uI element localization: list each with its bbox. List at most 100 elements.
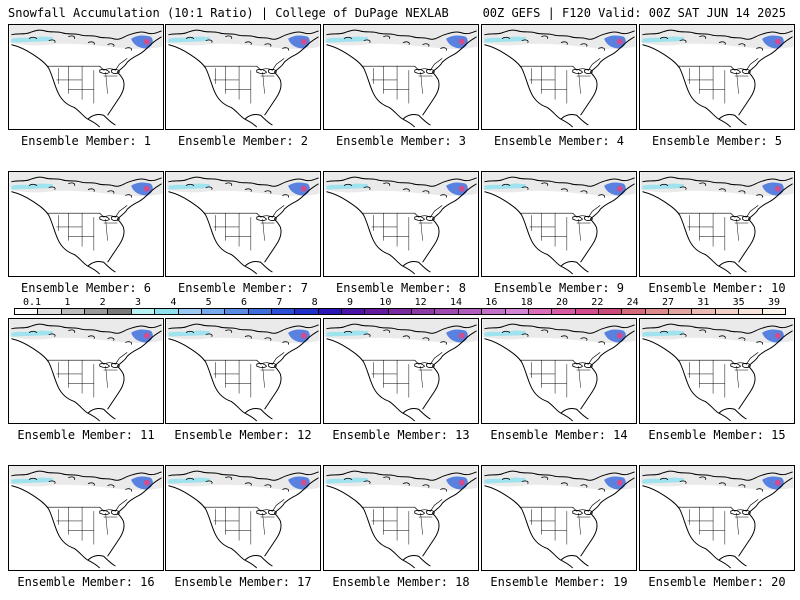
light-snow-area (11, 477, 53, 484)
colorbar-cell (552, 309, 576, 314)
ensemble-member-label: Ensemble Member: 3 (335, 134, 467, 148)
map-outline (168, 36, 319, 128)
map-outline (361, 58, 443, 71)
heavy-snow-area (458, 479, 465, 486)
map-outline (642, 330, 793, 422)
map-outline (46, 499, 128, 512)
map-outline (730, 509, 751, 515)
ensemble-member-label: Ensemble Member: 4 (493, 134, 625, 148)
map-outline (484, 176, 635, 187)
ensemble-member-label: Ensemble Member: 13 (332, 428, 470, 442)
heavy-snow-area (774, 38, 781, 45)
north-america-map (9, 25, 163, 128)
light-snow-area (642, 330, 684, 337)
colorbar-tick-label: 10 (379, 297, 392, 308)
map-outline (28, 182, 132, 198)
colorbar-cell (155, 309, 179, 314)
light-snow-area (168, 36, 210, 43)
colorbar-cell (85, 309, 109, 314)
moderate-snow-area (604, 329, 626, 343)
moderate-snow-area (288, 329, 310, 343)
map-outline (572, 509, 593, 515)
colorbar-bar (14, 308, 786, 315)
map-outline (56, 360, 118, 398)
moderate-snow-area (131, 329, 153, 343)
colorbar-tick-label: 0.1 (22, 297, 42, 308)
colorbar-cell (388, 309, 413, 314)
ensemble-member-label: Ensemble Member: 12 (174, 428, 312, 442)
colorbar-tick-label: 6 (240, 297, 248, 308)
ensemble-member-label: Ensemble Member: 20 (648, 575, 786, 589)
map-outline (642, 477, 793, 569)
colorbar-tick-label: 2 (99, 297, 106, 308)
light-snow-area (642, 36, 684, 43)
ensemble-panel: Ensemble Member: 10 (639, 171, 795, 295)
snowfall-map (323, 24, 479, 130)
heavy-snow-area (143, 38, 150, 45)
north-america-map (482, 466, 636, 569)
north-america-map (324, 172, 478, 275)
colorbar-tick-label: 20 (555, 297, 569, 308)
ensemble-panel: Ensemble Member: 20 (639, 465, 795, 589)
heavy-snow-area (616, 185, 623, 192)
map-outline (185, 35, 289, 51)
map-outline (687, 507, 749, 545)
map-outline (11, 477, 162, 569)
colorbar-cell (435, 309, 459, 314)
moderate-snow-area (604, 476, 626, 490)
colorbar-tick-label: 35 (732, 297, 745, 308)
map-outline (371, 66, 433, 104)
light-snow-area (484, 477, 526, 484)
north-america-map (166, 25, 320, 128)
map-outline (572, 362, 593, 368)
map-outline (343, 329, 447, 345)
map-outline (256, 215, 277, 221)
map-outline (687, 213, 749, 251)
map-outline (414, 215, 435, 221)
map-outline (326, 36, 477, 128)
ensemble-member-label: Ensemble Member: 5 (651, 134, 783, 148)
ensemble-member-label: Ensemble Member: 2 (177, 134, 309, 148)
north-america-map (9, 172, 163, 275)
map-outline (46, 58, 128, 71)
moderate-snow-area (604, 182, 626, 196)
map-outline (11, 470, 162, 481)
map-outline (11, 36, 162, 128)
heavy-snow-area (616, 332, 623, 339)
map-outline (203, 499, 285, 512)
snowfall-map (165, 465, 321, 571)
map-outline (168, 470, 319, 481)
ensemble-member-label: Ensemble Member: 11 (17, 428, 155, 442)
colorbar-cell (505, 309, 529, 314)
ensemble-panel: Ensemble Member: 19 (481, 465, 637, 589)
moderate-snow-area (288, 35, 310, 49)
map-outline (529, 360, 591, 398)
light-snow-area (326, 36, 368, 43)
map-outline (519, 352, 601, 365)
snowfall-map (8, 465, 164, 571)
map-outline (213, 213, 275, 251)
north-america-map (324, 466, 478, 569)
map-outline (11, 330, 162, 422)
heavy-snow-area (143, 332, 150, 339)
light-snow-area (168, 330, 210, 337)
light-snow-area (168, 183, 210, 190)
heavy-snow-area (300, 332, 307, 339)
map-outline (99, 362, 120, 368)
map-outline (326, 330, 477, 422)
snow-coverage-area (324, 25, 478, 49)
moderate-snow-area (604, 35, 626, 49)
north-america-map (640, 25, 794, 128)
map-outline (28, 476, 132, 492)
map-outline (185, 182, 289, 198)
map-outline (203, 352, 285, 365)
moderate-snow-area (762, 182, 784, 196)
ensemble-member-label: Ensemble Member: 14 (490, 428, 628, 442)
map-outline (326, 323, 477, 334)
colorbar-tick-label: 31 (697, 297, 710, 308)
map-outline (99, 68, 120, 74)
colorbar-cell (458, 309, 483, 314)
moderate-snow-area (762, 476, 784, 490)
map-outline (730, 68, 751, 74)
north-america-map (640, 172, 794, 275)
